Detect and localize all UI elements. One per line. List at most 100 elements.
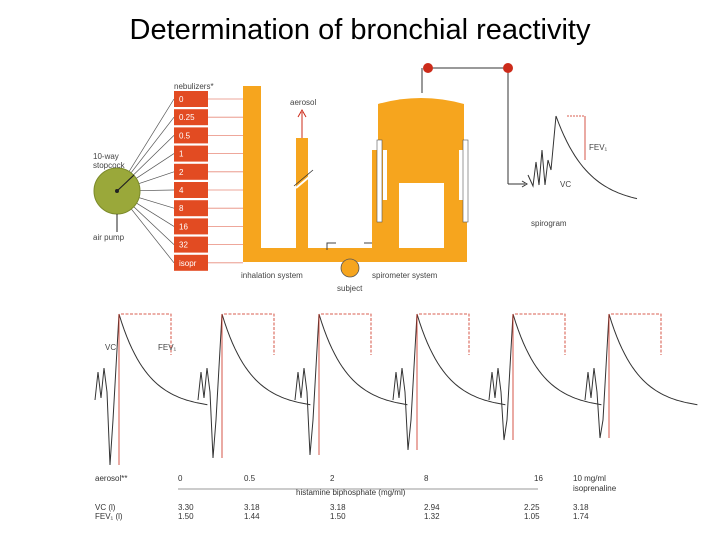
page-title: Determination of bronchial reactivity (129, 14, 591, 46)
mouthpiece-pipe (341, 248, 357, 262)
nebulizer-label: 2 (179, 168, 184, 177)
dose-axis-label: histamine biphosphate (mg/ml) (296, 488, 406, 497)
dose-table: aerosol** 0 0.5 2 8 16 10 mg/ml isoprena… (95, 474, 617, 521)
pen-arrow-icon (521, 180, 528, 188)
spirogram-sample: FEV₁ VC spirogram (527, 115, 638, 228)
nebulizer-box (174, 145, 208, 162)
tube-break-mark (295, 171, 316, 189)
tube-break-mark-edge (293, 169, 314, 187)
nebulizer-panel: nebulizers* 0 0.25 0.5 1 2 4 8 16 32 isopr (174, 82, 243, 271)
nebulizer-label: 0 (179, 95, 184, 104)
spirometer-system-label: spirometer system (372, 271, 438, 280)
fev1-marker-line (224, 313, 275, 355)
nebulizers-header: nebulizers* (174, 82, 214, 91)
nebulizer-3: 1 (174, 145, 243, 162)
spirogram-cycle-3 (392, 313, 506, 451)
inhalation-valve-left (326, 242, 336, 250)
nebulizer-label: 8 (179, 204, 184, 213)
air-pump-label: air pump (93, 233, 125, 242)
spirogram-trace (488, 313, 602, 441)
nebulizer-7: 16 (174, 218, 243, 235)
spirogram-label: spirogram (531, 219, 567, 228)
nebulizer-box (174, 163, 208, 180)
spirogram-trace (584, 313, 698, 439)
nebulizer-6: 8 (174, 200, 243, 217)
fev1-marker-line (321, 313, 372, 355)
spirometer-guide-left (376, 139, 383, 223)
fev1-value-4: 1.05 (524, 512, 540, 521)
inhalation-system-label: inhalation system (241, 271, 303, 280)
nebulizer-label: 16 (179, 222, 188, 231)
vc-value-2: 3.18 (330, 503, 346, 512)
nebulizer-tube (243, 86, 261, 262)
inhalation-pipe (243, 248, 345, 262)
nebulizer-4: 2 (174, 163, 243, 180)
aerosol-tube (296, 138, 308, 250)
fev1-marker-line (121, 313, 172, 355)
nebulizer-label: 0.25 (179, 113, 195, 122)
nebulizer-box (174, 200, 208, 217)
nebulizer-box (174, 254, 208, 271)
nebulizer-0: 0 (174, 91, 243, 107)
inhalation-system: aerosol inhalation system (241, 86, 374, 280)
vc-bottom-label: VC (105, 343, 116, 352)
dose-0: 0 (178, 474, 183, 483)
spirometer-system: spirometer system (357, 63, 528, 280)
nebulizer-box (174, 236, 208, 253)
aerosol-top-label: aerosol (290, 98, 316, 107)
spirogram-trace (197, 313, 311, 459)
dose-2: 2 (330, 474, 335, 483)
isoprenaline-label: isoprenaline (573, 484, 617, 493)
nebulizer-label: 32 (179, 241, 188, 250)
fev1-value-0: 1.50 (178, 512, 194, 521)
nebulizer-box (174, 109, 208, 126)
spirogram-trace (527, 115, 638, 200)
nebulizer-box (174, 127, 208, 144)
nebulizer-1: 0.25 (174, 109, 243, 126)
fev1-value-1: 1.44 (244, 512, 260, 521)
stopcock-label-line1: 10-way (93, 152, 119, 161)
pulley-right-icon (503, 63, 513, 73)
fev1-value-3: 1.32 (424, 512, 440, 521)
spirometer-bell (378, 98, 464, 210)
vc-value-4: 2.25 (524, 503, 540, 512)
nebulizer-2: 0.5 (174, 127, 243, 144)
aerosol-arrow-icon (297, 108, 307, 118)
dose-4: 16 (534, 474, 543, 483)
vc-value-5: 3.18 (573, 503, 589, 512)
spirometer-window (399, 183, 444, 248)
fev1-top-label: FEV₁ (589, 143, 608, 152)
nebulizer-label: 1 (179, 150, 184, 159)
spirogram-cycle-4 (488, 313, 602, 441)
spirogram-trace (94, 313, 208, 466)
fev1-value-2: 1.50 (330, 512, 346, 521)
nebulizer-label: 0.5 (179, 131, 191, 140)
stopcock-pointer (116, 174, 135, 192)
vc-value-0: 3.30 (178, 503, 194, 512)
aerosol-row-label: aerosol** (95, 474, 127, 483)
dose-unit: 10 mg/ml (573, 474, 606, 483)
stopcock-assembly: 10-way stopcock air pump (93, 98, 175, 264)
spirogram-cycle-0 (94, 313, 208, 466)
spirogram-cycle-1 (197, 313, 311, 459)
bottom-spirograms: VC FEV₁ (94, 313, 698, 466)
dose-1: 0.5 (244, 474, 256, 483)
nebulizer-box (174, 91, 208, 107)
nebulizer-box (174, 182, 208, 198)
spirogram-trace (392, 313, 506, 451)
stopcock-pivot (115, 189, 119, 193)
dose-3: 8 (424, 474, 429, 483)
fev1-bottom-label: FEV₁ (158, 343, 177, 352)
fev1-row-label: FEV₁ (l) (95, 512, 123, 521)
spirogram-trace (294, 313, 408, 456)
nebulizer-box (174, 218, 208, 235)
spirogram-cycle-2 (294, 313, 408, 456)
vc-value-1: 3.18 (244, 503, 260, 512)
fev1-marker-line (611, 313, 662, 355)
nebulizer-5: 4 (174, 182, 243, 198)
vc-value-3: 2.94 (424, 503, 440, 512)
fev1-value-5: 1.74 (573, 512, 589, 521)
nebulizer-8: 32 (174, 236, 243, 253)
nebulizer-label: isopr (179, 259, 197, 268)
spirometer-slot-right (459, 150, 463, 200)
